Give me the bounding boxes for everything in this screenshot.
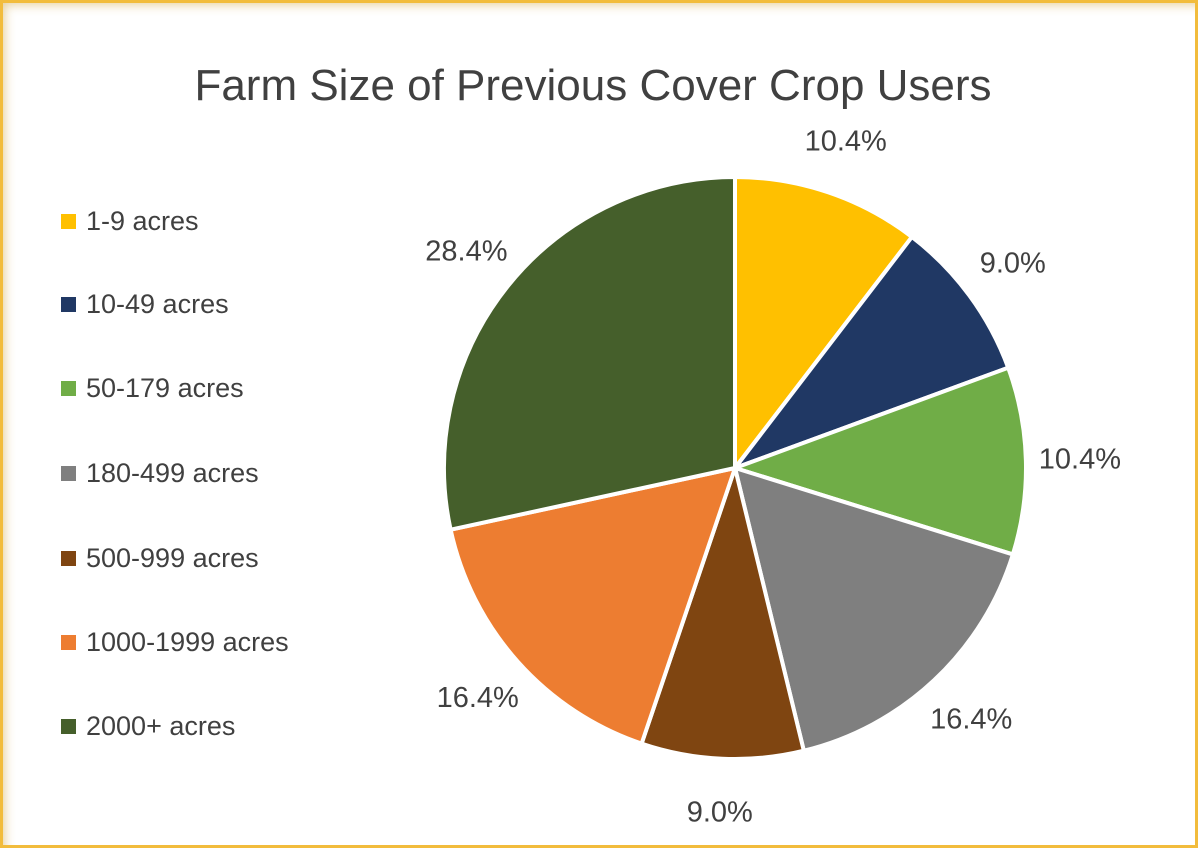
slice-data-label: 10.4%: [1039, 443, 1121, 475]
legend-label: 180-499 acres: [86, 457, 259, 488]
legend-item: 1000-1999 acres: [61, 627, 289, 657]
legend-swatch: [61, 380, 76, 396]
slice-data-label: 9.0%: [687, 797, 753, 829]
legend-item: 180-499 acres: [61, 458, 259, 488]
pie-slice: [733, 466, 1015, 753]
legend-swatch: [61, 718, 76, 734]
chart-title: Farm Size of Previous Cover Crop Users: [194, 61, 992, 110]
legend-item: 10-49 acres: [61, 289, 229, 319]
slice-data-label: 16.4%: [930, 704, 1012, 736]
legend-label: 2000+ acres: [86, 710, 236, 741]
legend-item: 1-9 acres: [61, 206, 199, 236]
slice-data-label: 28.4%: [425, 235, 507, 267]
slice-data-label: 9.0%: [980, 248, 1046, 280]
pie-slice: [733, 175, 914, 470]
pie-slice: [448, 466, 737, 746]
pie-slice: [442, 175, 737, 532]
slice-data-label: 16.4%: [437, 682, 519, 714]
legend-label: 1-9 acres: [86, 205, 199, 236]
legend-item: 50-179 acres: [61, 373, 244, 403]
legend-swatch: [61, 296, 76, 312]
legend-item: 500-999 acres: [61, 543, 259, 573]
pie-slice: [733, 234, 1011, 470]
legend-item: 2000+ acres: [61, 711, 235, 741]
legend-swatch: [61, 634, 76, 650]
legend-swatch: [61, 550, 76, 566]
pie-slice: [733, 365, 1028, 557]
legend-label: 50-179 acres: [86, 372, 244, 403]
pie-slice: [639, 466, 806, 761]
legend-swatch: [61, 465, 76, 481]
slice-data-label: 10.4%: [805, 125, 887, 157]
legend-label: 10-49 acres: [86, 288, 229, 319]
legend-label: 500-999 acres: [86, 542, 259, 573]
legend-swatch: [61, 213, 76, 229]
legend-label: 1000-1999 acres: [86, 626, 289, 657]
pie-chart: 10.4% 9.0% 10.4% 16.4% 9.0% 16.4% 28.4%: [425, 125, 1121, 829]
